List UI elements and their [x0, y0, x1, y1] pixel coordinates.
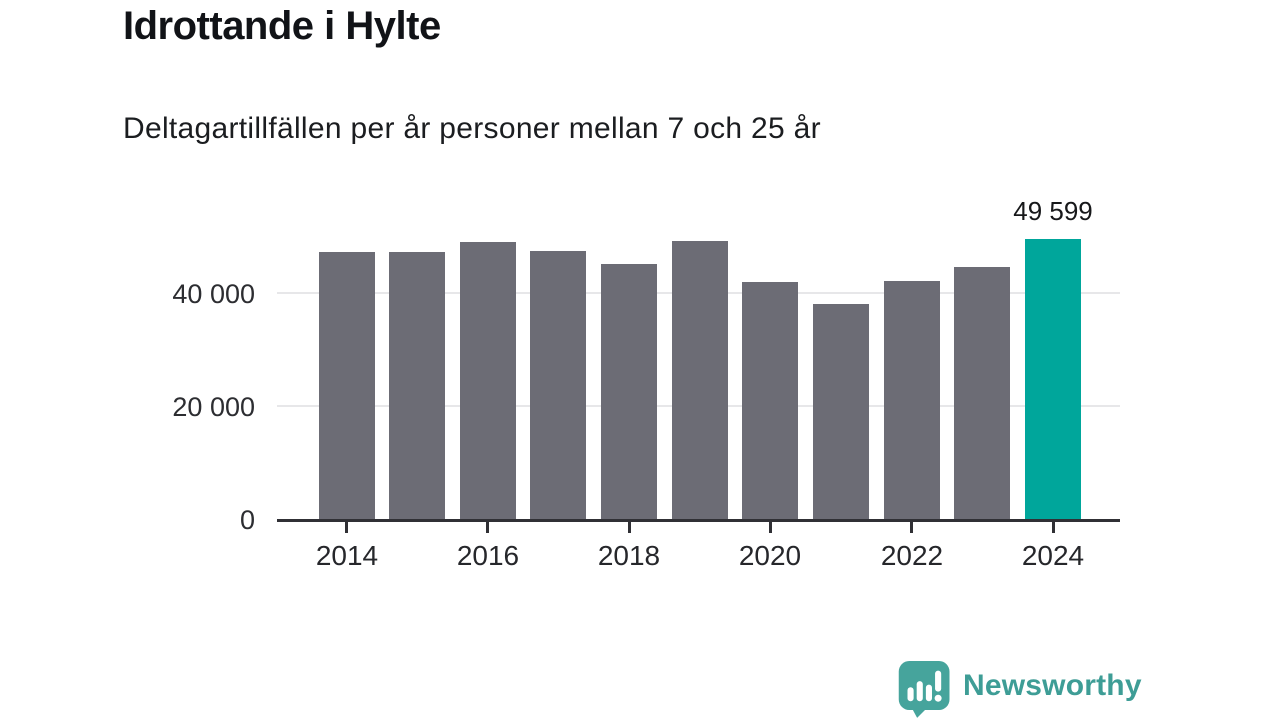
- chart-subtitle: Deltagartillfällen per år personer mella…: [123, 112, 821, 145]
- bar-2014: [319, 252, 375, 519]
- y-axis-label-40000: 40 000: [172, 279, 255, 309]
- bar-2024: [1025, 239, 1081, 519]
- bar-2015: [389, 252, 445, 519]
- x-axis-label-2018: 2018: [597, 540, 661, 571]
- x-tick-2024: [1052, 522, 1055, 533]
- bar-2017: [530, 251, 586, 519]
- x-axis-label-2014: 2014: [315, 540, 379, 571]
- brand-footer: Newsworthy: [897, 659, 1142, 719]
- highlight-value-label: 49 599: [1013, 196, 1093, 226]
- y-axis-label-0: 0: [239, 505, 255, 535]
- bar-2022: [884, 281, 940, 519]
- bar-2023: [954, 267, 1010, 519]
- x-tick-2020: [769, 522, 772, 533]
- brand-name: Newsworthy: [963, 669, 1142, 702]
- chart-title: Idrottande i Hylte: [123, 4, 441, 48]
- x-tick-2014: [345, 522, 348, 533]
- x-axis-label-2020: 2020: [738, 540, 802, 571]
- y-axis-label-20000: 20 000: [172, 392, 255, 422]
- x-axis-label-2016: 2016: [456, 540, 520, 571]
- bar-2021: [813, 304, 869, 519]
- x-tick-2022: [910, 522, 913, 533]
- bar-2018: [601, 264, 657, 519]
- x-axis-label-2022: 2022: [880, 540, 944, 571]
- x-tick-2016: [486, 522, 489, 533]
- x-axis-label-2024: 2024: [1021, 540, 1085, 571]
- x-axis-line: [277, 519, 1120, 522]
- x-tick-2018: [628, 522, 631, 533]
- newsworthy-logo-icon: [898, 661, 950, 718]
- bar-2016: [460, 242, 516, 519]
- bar-2020: [742, 282, 798, 519]
- bar-2019: [672, 241, 728, 519]
